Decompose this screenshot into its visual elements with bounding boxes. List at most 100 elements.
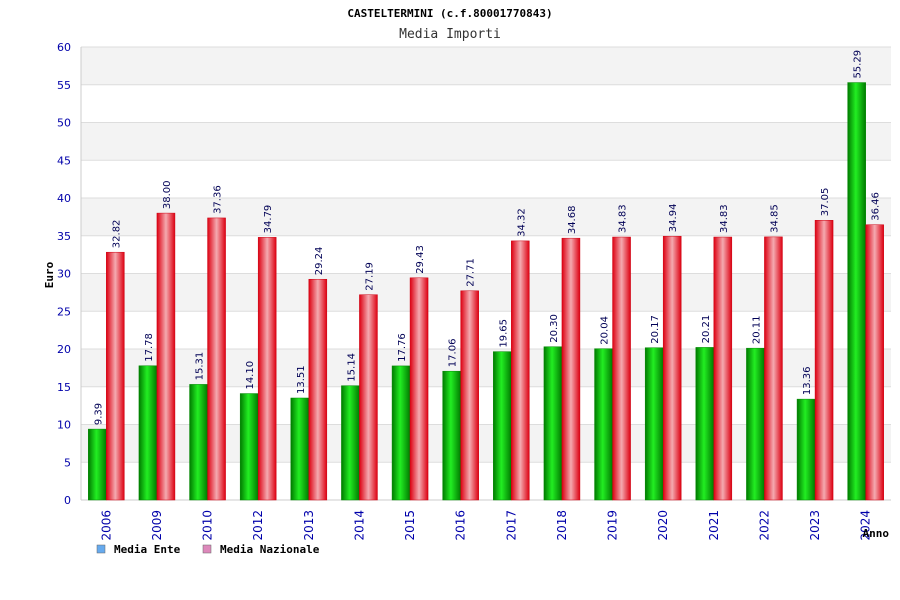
legend-swatch (96, 544, 106, 554)
bar-media-nazionale (359, 294, 378, 501)
bar-media-ente (442, 370, 461, 501)
x-tick-label: 2022 (757, 510, 771, 541)
y-tick-label: 60 (57, 41, 71, 54)
value-label-media-ente: 20.21 (701, 315, 712, 344)
legend-label: Media Ente (114, 543, 181, 556)
y-tick-label: 10 (57, 419, 71, 432)
value-label-media-ente: 20.11 (751, 316, 762, 345)
bar-media-ente (138, 365, 158, 501)
bar-media-ente (189, 384, 208, 501)
chart-subtitle: Media Importi (399, 27, 501, 42)
bar-media-nazionale (460, 290, 479, 501)
x-tick-label: 2013 (302, 510, 316, 541)
chart-title: CASTELTERMINI (c.f.80001770843) (347, 7, 552, 20)
y-tick-label: 45 (57, 154, 71, 167)
value-label-media-nazionale: 37.05 (820, 188, 831, 217)
value-label-media-ente: 17.78 (144, 333, 155, 362)
bar-media-nazionale (662, 235, 682, 501)
x-tick-label: 2009 (150, 510, 164, 541)
bar-media-nazionale (814, 220, 834, 501)
y-tick-label: 35 (57, 230, 71, 243)
value-label-media-ente: 17.06 (448, 339, 459, 368)
y-axis-ticks: 0 5 10 15 20 25 30 35 40 45 50 55 60 (57, 41, 71, 507)
x-tick-label: 2014 (352, 510, 366, 541)
value-label-media-ente: 15.31 (195, 352, 206, 381)
value-label-media-nazionale: 36.46 (871, 192, 882, 221)
y-tick-label: 20 (57, 343, 71, 356)
bar-media-ente (644, 347, 664, 501)
value-label-media-ente: 9.39 (93, 403, 104, 425)
bar-media-nazionale (561, 237, 581, 501)
y-axis-label: Euro (43, 261, 56, 288)
value-label-media-nazionale: 34.83 (618, 204, 629, 233)
y-tick-label: 30 (57, 268, 71, 281)
value-label-media-ente: 55.29 (853, 50, 864, 79)
bar-media-nazionale (257, 237, 277, 501)
x-tick-label: 2010 (201, 510, 215, 541)
bar-media-nazionale (409, 277, 429, 501)
value-label-media-nazionale: 34.68 (567, 206, 578, 235)
x-tick-label: 2024 (859, 510, 873, 541)
value-label-media-nazionale: 34.83 (719, 204, 730, 233)
bar-media-nazionale (764, 236, 783, 501)
bar-media-ente (594, 348, 613, 501)
bar-media-nazionale (308, 278, 328, 501)
value-label-media-nazionale: 27.71 (466, 258, 477, 287)
bar-media-ente (493, 351, 512, 501)
value-label-media-nazionale: 34.79 (263, 205, 274, 234)
legend-swatch (202, 544, 212, 554)
x-tick-label: 2017 (504, 510, 518, 541)
legend: Media Ente Media Nazionale (96, 543, 320, 556)
bar-media-ente (341, 385, 360, 501)
bar-media-nazionale (511, 240, 530, 501)
bar-media-ente (796, 398, 816, 501)
grid-band (81, 47, 891, 85)
bar-media-nazionale (207, 217, 226, 501)
y-tick-label: 50 (57, 117, 71, 130)
value-label-media-nazionale: 32.82 (111, 220, 122, 249)
x-tick-label: 2006 (99, 510, 113, 541)
value-label-media-nazionale: 34.85 (769, 204, 780, 233)
y-tick-label: 40 (57, 192, 71, 205)
bars (88, 82, 884, 501)
value-label-media-ente: 13.51 (296, 365, 307, 394)
grid-band (81, 122, 891, 161)
value-labels: 9.39 32.82 17.78 38.00 15.31 37.36 14.10 34.79 1… (93, 50, 881, 425)
value-label-media-nazionale: 29.43 (415, 245, 426, 274)
x-axis-ticks: 2006 2009 2010 2012 2013 2014 2015 2016 2017 2018… (99, 510, 872, 541)
value-label-media-ente: 20.30 (549, 314, 560, 343)
value-label-media-ente: 14.10 (245, 361, 256, 390)
y-tick-label: 25 (57, 305, 71, 318)
value-label-media-ente: 13.36 (802, 366, 813, 395)
y-tick-label: 0 (64, 494, 71, 507)
value-label-media-ente: 19.65 (498, 319, 509, 348)
x-tick-label: 2020 (656, 510, 670, 541)
x-tick-label: 2015 (403, 510, 417, 541)
x-axis-label: Anno (863, 527, 890, 540)
value-label-media-nazionale: 38.00 (162, 180, 173, 209)
y-tick-label: 15 (57, 381, 71, 394)
y-tick-label: 55 (57, 79, 71, 92)
bar-media-ente (746, 347, 765, 501)
bar-media-nazionale (713, 236, 733, 501)
value-label-media-nazionale: 34.94 (668, 204, 679, 233)
bar-media-ente (88, 428, 107, 501)
bar-media-ente (290, 397, 310, 501)
legend-label: Media Nazionale (220, 543, 320, 556)
value-label-media-ente: 17.76 (397, 333, 408, 362)
bar-media-ente (847, 82, 866, 501)
y-tick-label: 5 (64, 456, 71, 469)
bar-media-ente (391, 365, 411, 501)
value-label-media-ente: 20.17 (650, 315, 661, 344)
value-label-media-nazionale: 27.19 (364, 262, 375, 291)
x-tick-label: 2012 (251, 510, 265, 541)
value-label-media-ente: 15.14 (346, 353, 357, 382)
value-label-media-nazionale: 29.24 (314, 247, 325, 276)
x-tick-label: 2018 (555, 510, 569, 541)
bar-media-ente (695, 347, 715, 501)
bar-media-nazionale (156, 212, 176, 501)
bar-media-nazionale (865, 224, 884, 501)
x-tick-label: 2023 (808, 510, 822, 541)
x-tick-label: 2021 (707, 510, 721, 541)
bar-media-nazionale (612, 236, 631, 501)
